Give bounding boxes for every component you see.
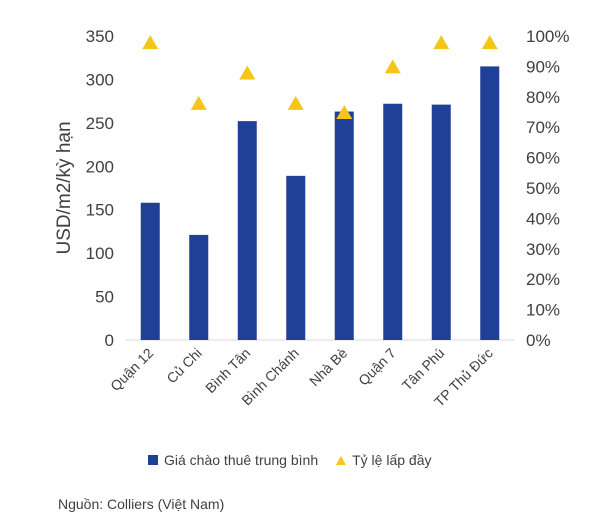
source-note: Nguồn: Colliers (Việt Nam) <box>58 496 225 512</box>
y-axis-label: USD/m2/kỳ hạn <box>54 121 75 254</box>
bar <box>189 234 209 340</box>
bar-series <box>140 66 500 341</box>
legend-item-bar: Giá chào thuê trung bình <box>148 452 318 468</box>
bar <box>237 121 257 341</box>
right-tick-label: 90% <box>526 57 560 76</box>
bar <box>480 66 500 341</box>
right-tick-label: 80% <box>526 88 560 107</box>
right-tick-label: 60% <box>526 149 560 168</box>
triangle-marker <box>142 35 159 50</box>
x-tick-label: Tân Phú <box>399 345 448 394</box>
right-tick-label: 50% <box>526 179 560 198</box>
left-tick-label: 100 <box>86 244 114 263</box>
triangle-marker <box>190 95 207 110</box>
legend-triangle-icon <box>336 455 347 465</box>
x-tick-label: Quận 7 <box>355 345 399 389</box>
right-tick-label: 0% <box>526 331 551 350</box>
x-tick-label: Nhà Bè <box>306 345 350 389</box>
left-tick-label: 0 <box>105 331 114 350</box>
triangle-marker <box>433 35 450 50</box>
left-tick-label: 300 <box>86 70 114 89</box>
legend-bar-label: Giá chào thuê trung bình <box>164 452 319 468</box>
left-tick-label: 250 <box>86 114 114 133</box>
legend-item-marker: Tỷ lệ lấp đầy <box>336 452 431 468</box>
right-tick-label: 30% <box>526 240 560 259</box>
triangle-marker <box>239 65 256 80</box>
bar <box>431 104 451 340</box>
bar <box>286 175 306 340</box>
triangle-marker <box>384 59 401 74</box>
combo-chart: 0 50 100 150 200 250 300 350 0% 10% 20% 30% 40% 50% 6… <box>54 27 569 410</box>
x-tick-label: Quận 12 <box>107 345 156 394</box>
triangle-marker <box>336 105 353 119</box>
right-tick-label: 10% <box>526 301 560 320</box>
legend-marker-label: Tỷ lệ lấp đầy <box>352 452 432 468</box>
right-tick-label: 100% <box>526 27 569 46</box>
legend-bar-swatch <box>148 455 158 465</box>
triangle-marker <box>287 95 304 110</box>
bar <box>334 111 354 341</box>
left-tick-label: 50 <box>95 288 114 307</box>
right-tick-label: 20% <box>526 270 560 289</box>
legend: Giá chào thuê trung bình Tỷ lệ lấp đầy <box>148 452 449 468</box>
left-tick-label: 350 <box>86 27 114 46</box>
marker-series <box>142 35 498 119</box>
x-tick-label: Củ Chi <box>163 345 205 387</box>
bar <box>140 202 160 340</box>
right-tick-label: 70% <box>526 118 560 137</box>
left-axis-ticks: 0 50 100 150 200 250 300 350 <box>86 27 114 350</box>
left-tick-label: 150 <box>86 201 114 220</box>
bar <box>383 103 403 341</box>
triangle-marker <box>481 35 498 50</box>
left-tick-label: 200 <box>86 157 114 176</box>
right-tick-label: 40% <box>526 209 560 228</box>
right-axis-ticks: 0% 10% 20% 30% 40% 50% 60% 70% 80% 90% 100% <box>526 27 569 350</box>
